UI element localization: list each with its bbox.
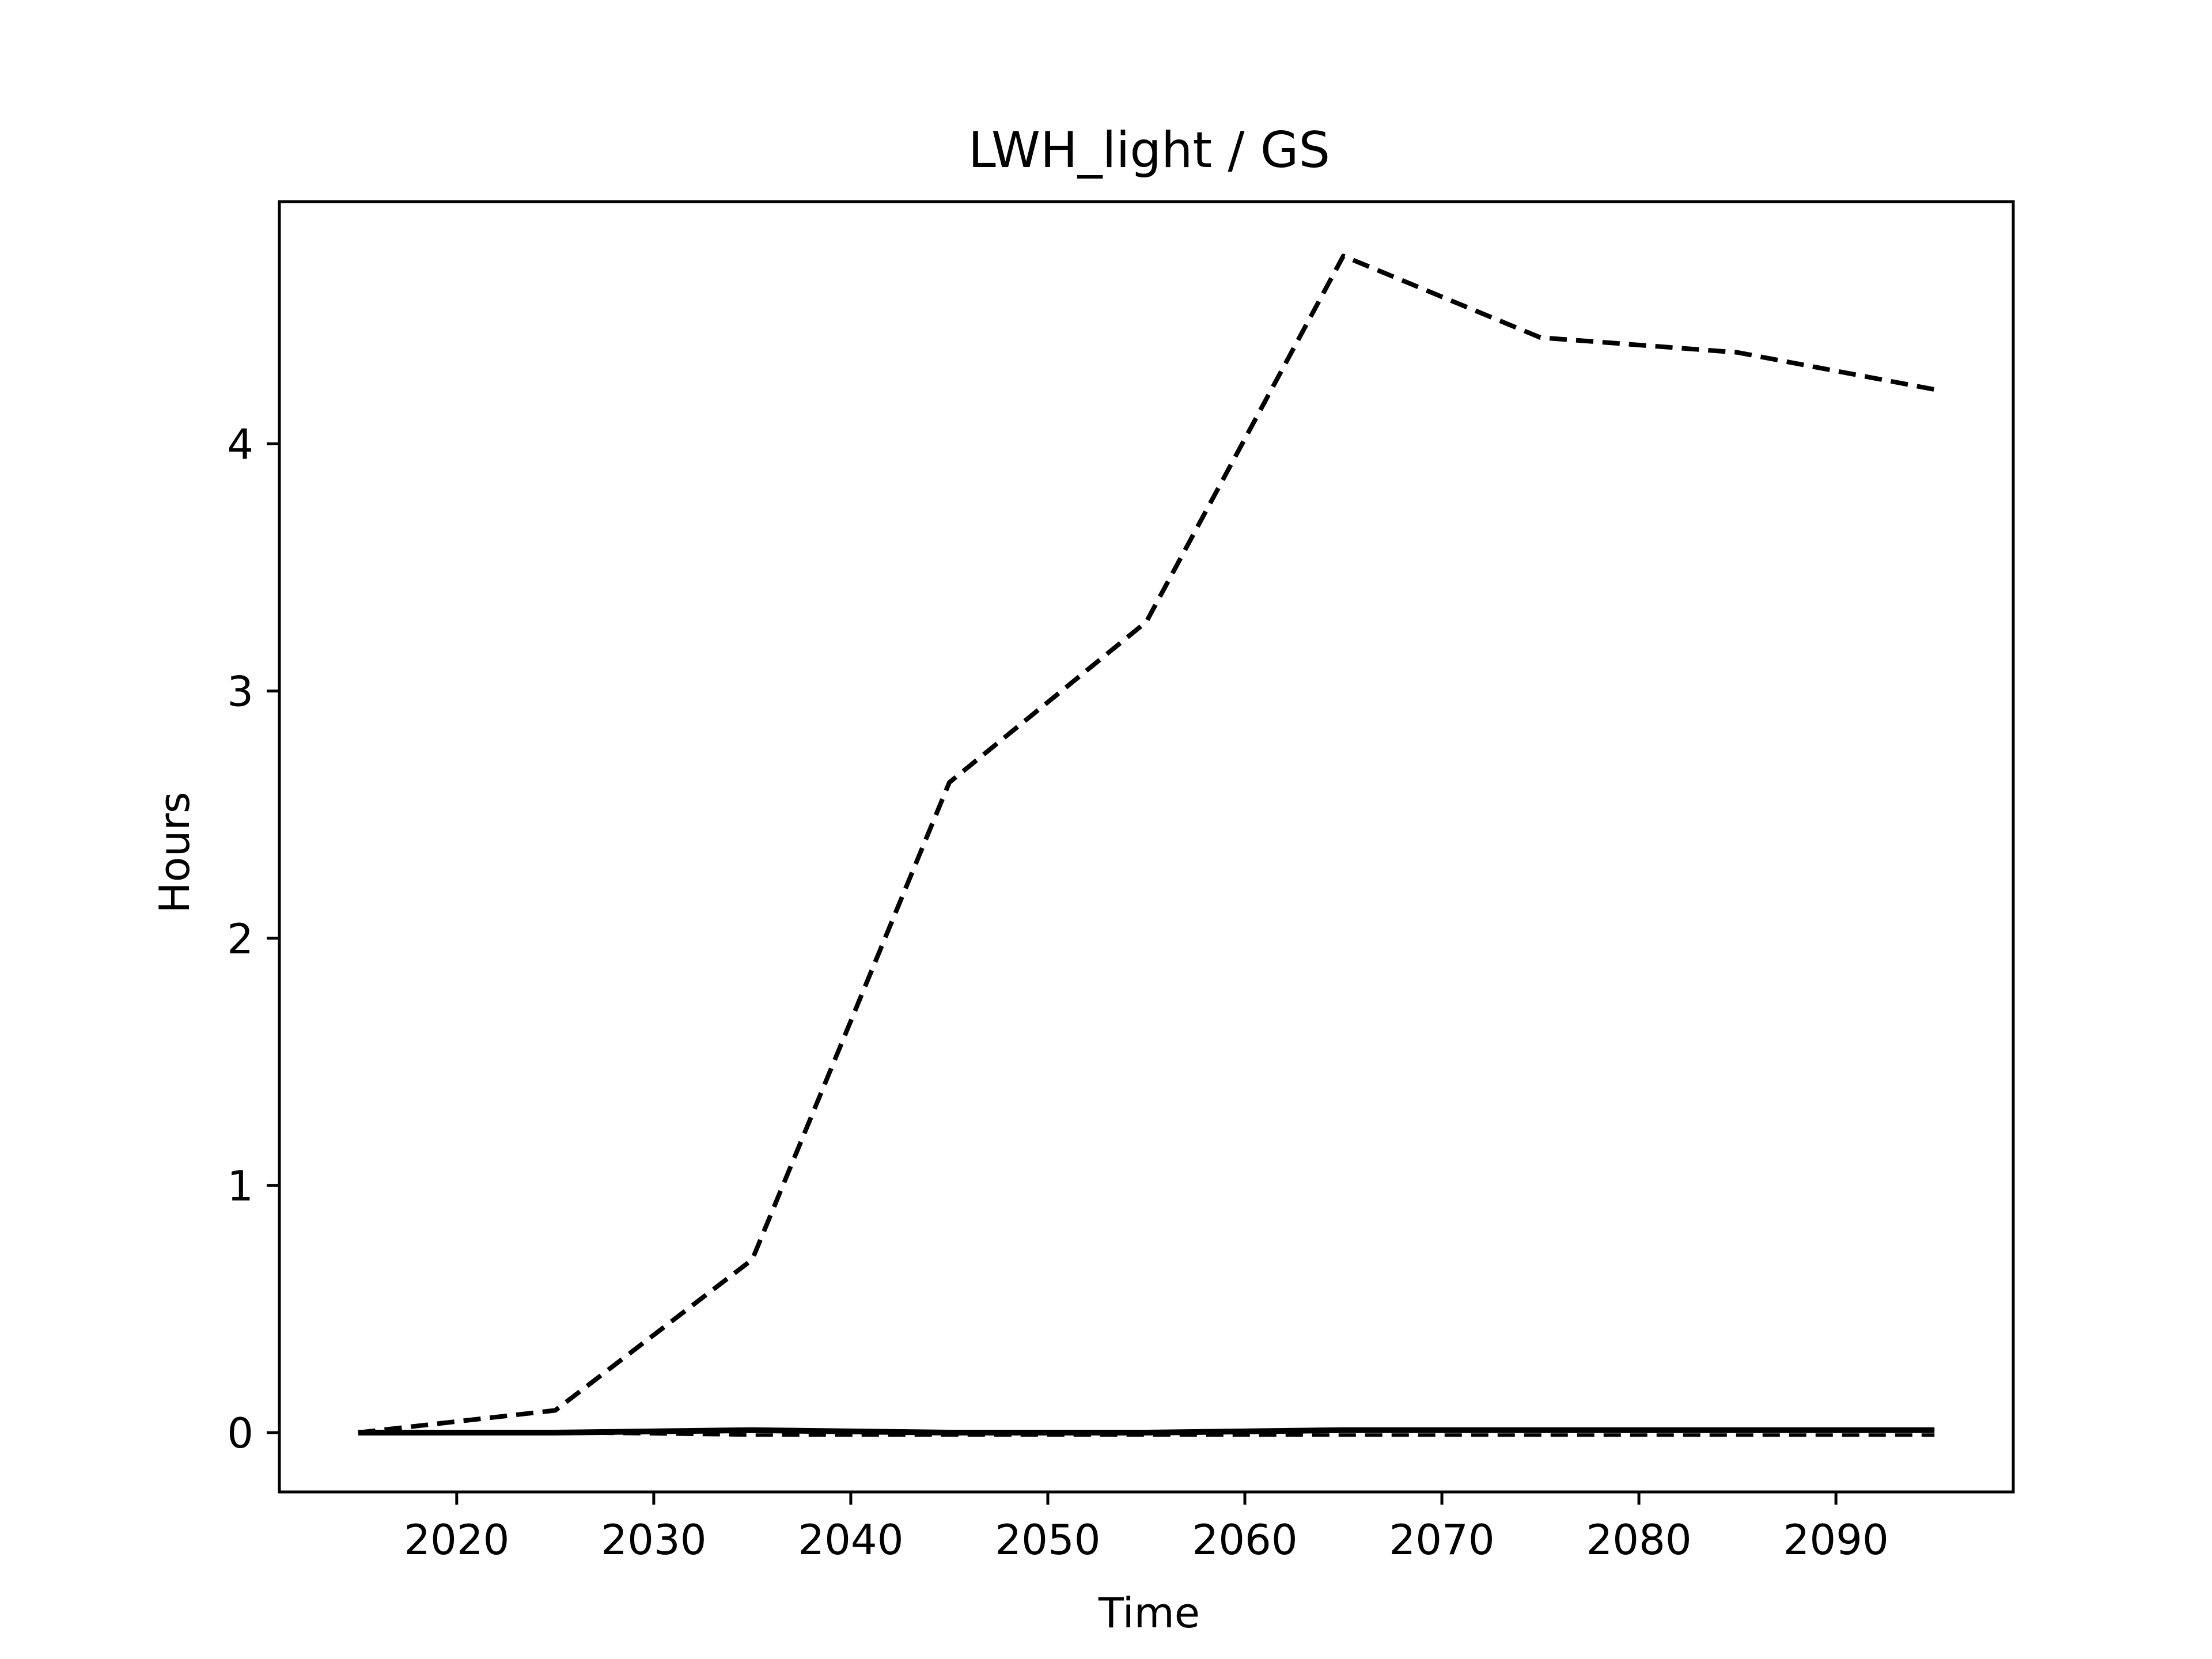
x-tick-label: 2090 <box>1783 1516 1889 1564</box>
chart-title: LWH_light / GS <box>968 122 1330 179</box>
x-tick-label: 2070 <box>1389 1516 1494 1564</box>
x-tick-label: 2050 <box>995 1516 1100 1564</box>
series-line-3 <box>358 1431 1935 1437</box>
x-tick-label: 2080 <box>1586 1516 1691 1564</box>
y-axis: 0 1 2 3 4 <box>227 421 279 1457</box>
x-tick-label: 2020 <box>404 1516 509 1564</box>
y-tick-label: 0 <box>227 1409 253 1457</box>
x-axis: 2020 2030 2040 2050 2060 2070 2080 2090 <box>404 1492 1889 1564</box>
y-tick-label: 2 <box>227 915 253 963</box>
x-axis-label: Time <box>1098 1589 1200 1637</box>
y-tick-label: 3 <box>227 668 253 716</box>
x-tick-label: 2030 <box>601 1516 706 1564</box>
y-axis-label: Hours <box>150 792 199 914</box>
plot-frame <box>278 200 2015 1494</box>
series-layer <box>358 253 1935 1437</box>
x-tick-label: 2060 <box>1192 1516 1297 1564</box>
x-tick-label: 2040 <box>798 1516 903 1564</box>
series-line-1 <box>358 253 1935 1435</box>
y-tick-label: 4 <box>227 421 253 469</box>
y-tick-label: 1 <box>227 1162 253 1210</box>
series-line-2 <box>358 1427 1935 1435</box>
